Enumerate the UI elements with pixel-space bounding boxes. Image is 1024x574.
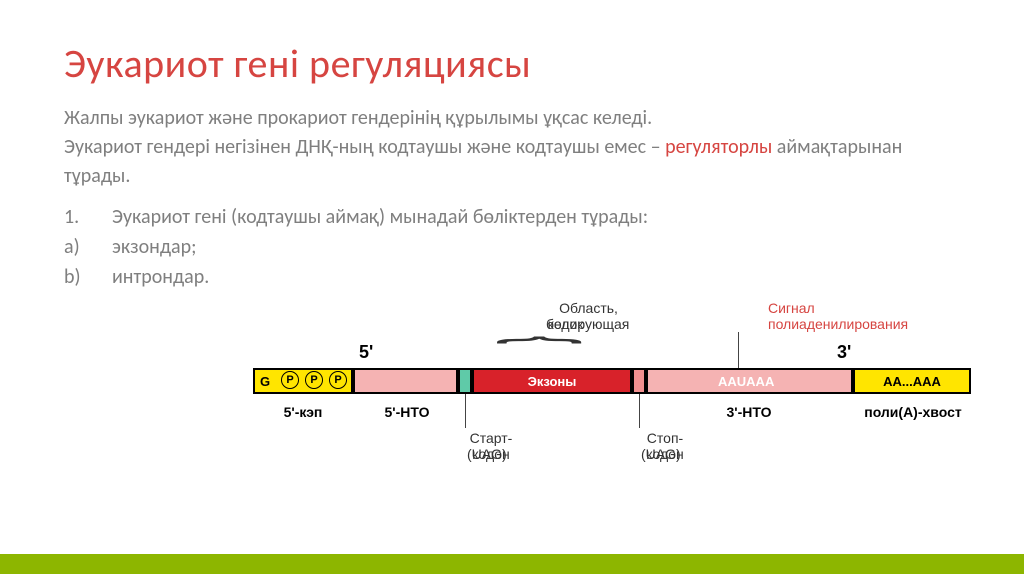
list-text: экзондар; [112, 235, 196, 259]
list-text: интрондар. [112, 265, 209, 289]
three-prime-label: 3' [837, 342, 851, 363]
polyA-tail-bottom: поли(А)-хвост [853, 404, 973, 420]
five-utr-segment [353, 368, 458, 394]
three-utr-bottom: 3'-НТО [713, 404, 785, 420]
para-line1: Жалпы эукариот және прокариот гендерінің… [64, 106, 652, 130]
start-codon-label: Старт-кодон (UAG) [419, 430, 515, 446]
list-marker: a) [64, 235, 112, 259]
five-prime-label: 5' [359, 342, 373, 363]
p-circle: P [305, 371, 323, 389]
page-title: Эукариот гені регуляциясы [64, 42, 960, 86]
p-circle: P [281, 371, 299, 389]
exons-segment: Экзоны [472, 368, 632, 394]
list-marker: b) [64, 265, 112, 289]
gene-diagram: 5' 3' Область, кодирующая белок ⏞ Сигнал… [253, 280, 973, 490]
start-l2: (UAG) [467, 446, 507, 462]
polyA-signal-l2: полиаденилирования [768, 316, 908, 332]
list-item: 1. Эукариот гені (кодтаушы аймақ) мынада… [64, 205, 960, 229]
slide: Эукариот гені регуляциясы Жалпы эукариот… [0, 0, 1024, 574]
list-item: a) экзондар; [64, 235, 960, 259]
polyA-signal-label: Сигнал полиаденилирования [683, 300, 853, 316]
stop-codon-segment [632, 368, 646, 394]
three-utr-segment: AAUAAA [646, 368, 853, 394]
five-utr-bottom: 5'-НТО [371, 404, 443, 420]
aauaaa-text: AAUAAA [718, 374, 774, 389]
list-text: Эукариот гені (кодтаушы аймақ) мынадай б… [112, 205, 648, 229]
paragraph: Жалпы эукариот және прокариот гендерінің… [64, 104, 960, 191]
p-circle: P [329, 371, 347, 389]
tick-line [465, 394, 466, 428]
protein-region-label-l2: белок [546, 316, 583, 332]
stop-codon-label: Стоп-кодон (UAG) [593, 430, 689, 446]
cap-g-segment: G [253, 368, 275, 394]
cap-bottom-label: 5'-кэп [267, 404, 339, 420]
start-codon-segment [458, 368, 472, 394]
para-line2a: Эукариот гендері негізінен ДНҚ-ның кодта… [64, 135, 665, 159]
polyA-signal-l1: Сигнал [768, 300, 815, 316]
tick-line [639, 394, 640, 428]
list-marker: 1. [64, 205, 112, 229]
stop-l2: (UAG) [641, 446, 681, 462]
polyA-segment: AA...AAA [853, 368, 971, 394]
tick-line [738, 332, 739, 368]
cap-g-text: G [260, 374, 270, 389]
protein-region-label: Область, кодирующая белок [461, 300, 631, 316]
exons-text: Экзоны [528, 374, 577, 389]
para-highlight: регуляторлы [665, 135, 772, 159]
brace-icon: ⏞ [495, 345, 582, 363]
polyA-text: AA...AAA [883, 374, 941, 389]
bottom-bar [0, 554, 1024, 574]
